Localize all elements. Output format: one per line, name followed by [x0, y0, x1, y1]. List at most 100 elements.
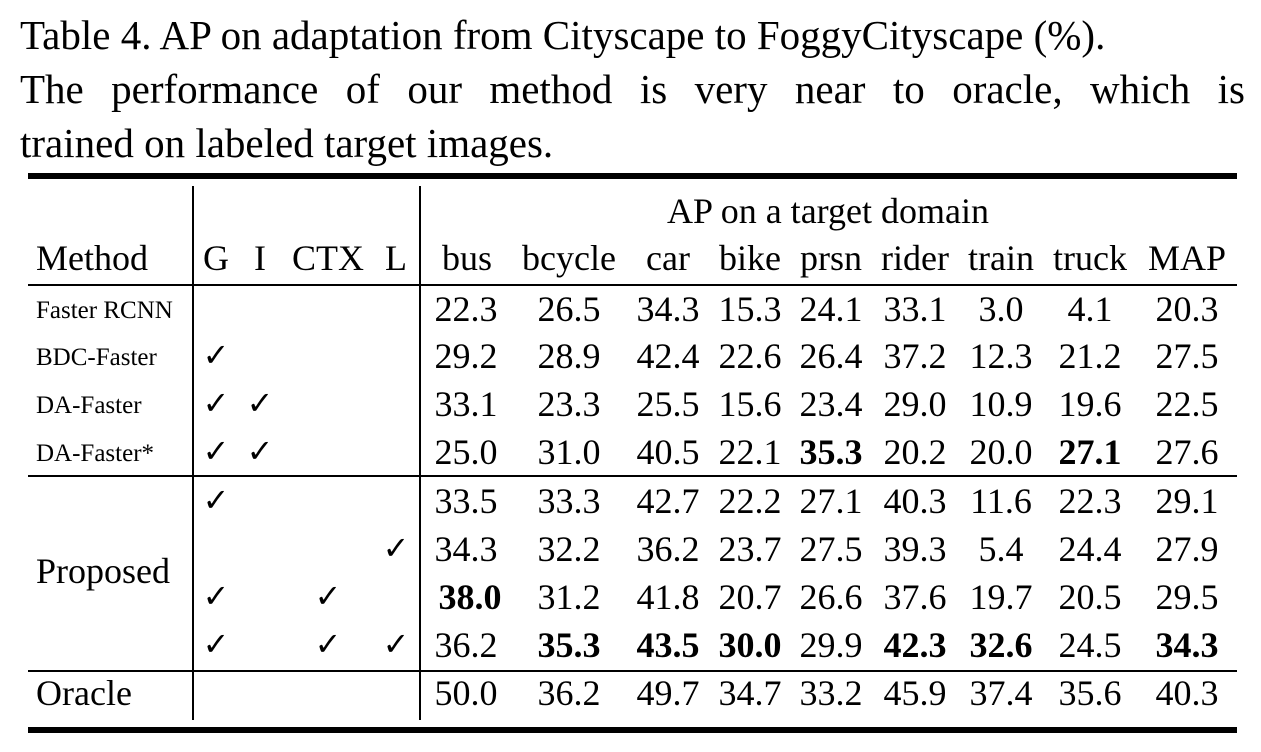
group-header: AP on a target domain: [667, 191, 989, 231]
table-cell: 38.0: [438, 577, 502, 617]
header-i: I: [254, 238, 266, 278]
header-rule: [28, 284, 1237, 286]
header-rider: rider: [881, 238, 949, 278]
check-icon: ✓: [314, 578, 342, 614]
table-cell: 21.2: [1058, 336, 1122, 376]
table-cell: 45.9: [883, 673, 947, 713]
check-icon: ✓: [202, 482, 230, 518]
table-cell: 35.6: [1058, 673, 1122, 713]
check-icon: ✓: [382, 530, 410, 566]
table-cell: 22.1: [718, 432, 782, 472]
table-top-rule: [28, 173, 1237, 179]
table-cell: 42.7: [636, 481, 700, 521]
table-cell: 33.5: [434, 481, 498, 521]
table-cell: 39.3: [883, 529, 947, 569]
table-cell: 29.0: [883, 384, 947, 424]
header-bike: bike: [719, 238, 781, 278]
table-cell: 27.5: [1155, 336, 1219, 376]
header-map: MAP: [1147, 238, 1227, 278]
header-car: car: [646, 238, 690, 278]
table-cell: 23.7: [718, 529, 782, 569]
table-cell: 26.6: [799, 577, 863, 617]
table-cell: 41.8: [636, 577, 700, 617]
table-cell: 20.2: [883, 432, 947, 472]
table-cell: 20.7: [718, 577, 782, 617]
method-column-divider: [192, 186, 194, 720]
table-cell: 22.6: [718, 336, 782, 376]
table-cell: 34.7: [718, 673, 782, 713]
check-icon: ✓: [246, 433, 274, 469]
table-cell: 26.5: [537, 289, 601, 329]
table-cell: 36.2: [434, 625, 498, 665]
table-cell: 15.3: [718, 289, 782, 329]
table-cell: 35.3: [799, 432, 863, 472]
table-cell: 31.2: [537, 577, 601, 617]
table-cell: 22.5: [1155, 384, 1219, 424]
table-cell: 33.1: [434, 384, 498, 424]
check-icon: ✓: [202, 433, 230, 469]
table-cell: 29.9: [799, 625, 863, 665]
table-cell: 3.0: [978, 289, 1024, 329]
table-cell: 28.9: [537, 336, 601, 376]
check-icon: ✓: [202, 337, 230, 373]
table-cell: 40.3: [1155, 673, 1219, 713]
method-da-faster-star: DA-Faster*: [36, 440, 155, 467]
method-oracle: Oracle: [36, 673, 132, 713]
table-cell: 37.6: [883, 577, 947, 617]
table-cell: 10.9: [969, 384, 1033, 424]
table-cell: 15.6: [718, 384, 782, 424]
header-truck: truck: [1053, 238, 1127, 278]
table-cell: 19.7: [969, 577, 1033, 617]
table-cell: 43.5: [636, 625, 700, 665]
check-icon: ✓: [246, 385, 274, 421]
check-icon: ✓: [202, 578, 230, 614]
check-icon: ✓: [382, 626, 410, 662]
method-da-faster: DA-Faster: [36, 392, 142, 419]
table-caption: Table 4. AP on adaptation from Cityscape…: [20, 8, 1245, 170]
table-cell: 20.0: [969, 432, 1033, 472]
table-cell: 29.2: [434, 336, 498, 376]
table-cell: 36.2: [537, 673, 601, 713]
table-cell: 50.0: [434, 673, 498, 713]
table-cell: 22.3: [1058, 481, 1122, 521]
check-icon: ✓: [202, 385, 230, 421]
table-cell: 42.3: [883, 625, 947, 665]
header-g: G: [203, 238, 229, 278]
table-cell: 36.2: [636, 529, 700, 569]
caption-line-1: Table 4. AP on adaptation from Cityscape…: [20, 12, 1106, 58]
header-l: L: [385, 238, 407, 278]
table-cell: 33.3: [537, 481, 601, 521]
table-cell: 49.7: [636, 673, 700, 713]
check-icon: ✓: [202, 626, 230, 662]
method-bdc-faster: BDC-Faster: [36, 344, 157, 371]
table-cell: 24.4: [1058, 529, 1122, 569]
table-cell: 33.2: [799, 673, 863, 713]
table-cell: 34.3: [434, 529, 498, 569]
proposed-group-rule: [28, 670, 1237, 672]
table-cell: 20.3: [1155, 289, 1219, 329]
table-cell: 24.1: [799, 289, 863, 329]
table-cell: 23.4: [799, 384, 863, 424]
table-cell: 27.6: [1155, 432, 1219, 472]
table-cell: 11.6: [970, 481, 1032, 521]
header-bcycle: bcycle: [522, 238, 616, 278]
baseline-group-rule: [28, 475, 1237, 477]
table-cell: 34.3: [636, 289, 700, 329]
table-cell: 22.3: [434, 289, 498, 329]
table-cell: 29.1: [1155, 481, 1219, 521]
caption-line-3: trained on labeled target images.: [20, 120, 554, 166]
table-cell: 37.2: [883, 336, 947, 376]
table-cell: 19.6: [1058, 384, 1122, 424]
table-cell: 25.5: [636, 384, 700, 424]
table-cell: 24.5: [1058, 625, 1122, 665]
table-bottom-rule: [28, 727, 1237, 733]
table-cell: 23.3: [537, 384, 601, 424]
table-cell: 27.1: [1058, 432, 1122, 472]
header-train: train: [968, 238, 1034, 278]
caption-line-2: The performance of our method is very ne…: [20, 66, 1245, 112]
header-ctx: CTX: [292, 238, 364, 278]
table-cell: 37.4: [969, 673, 1033, 713]
table-cell: 22.2: [718, 481, 782, 521]
table-cell: 35.3: [537, 625, 601, 665]
header-bus: bus: [441, 238, 493, 278]
